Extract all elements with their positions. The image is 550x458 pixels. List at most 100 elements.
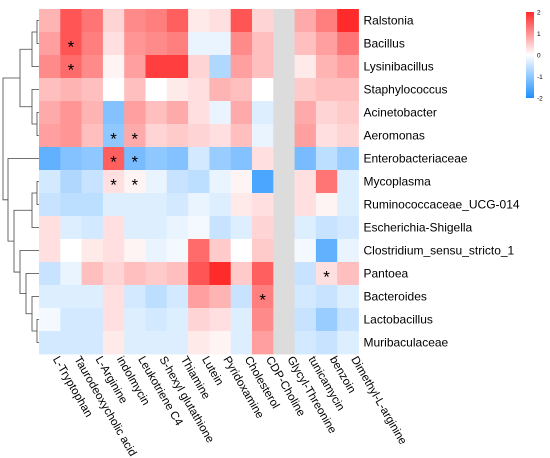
heatmap-cell (102, 285, 125, 309)
heatmap-cell (315, 55, 338, 79)
heatmap-cell (60, 32, 82, 56)
heatmap-cell (188, 32, 210, 56)
heatmap-cell (124, 193, 146, 217)
heatmap-cell (294, 308, 317, 332)
heatmap-cell (188, 239, 210, 263)
heatmap-cell (60, 170, 82, 194)
heatmap-cell (252, 78, 274, 102)
heatmap-cell (337, 78, 359, 102)
heatmap-cell (315, 285, 338, 309)
heatmap-cell (230, 216, 253, 240)
heatmap-cell (294, 285, 317, 309)
heatmap-cell (81, 193, 104, 217)
heatmap-cell (294, 9, 317, 33)
heatmap-cell (124, 101, 146, 125)
row-label: Ruminococcaceae_UCG-014 (364, 198, 520, 212)
heatmap-cell (188, 78, 210, 102)
heatmap-cell (294, 101, 317, 125)
dendrogram-branch (31, 192, 39, 228)
heatmap-cell (273, 285, 295, 309)
heatmap-cell (145, 147, 168, 171)
heatmap-cell (273, 216, 295, 240)
heatmap-cell (337, 262, 359, 286)
heatmap-cell (209, 9, 232, 33)
heatmap-cell (230, 32, 253, 56)
heatmap-cell (188, 147, 210, 171)
heatmap-cell (337, 147, 359, 171)
heatmap-cell (60, 308, 82, 332)
heatmap-cell (252, 193, 274, 217)
heatmap-cell (273, 124, 295, 148)
significance-markers: * * * * * * * * * * (68, 38, 331, 310)
heatmap-cell (145, 239, 168, 263)
heatmap-cell (81, 147, 104, 171)
row-label: Staphylococcus (364, 83, 448, 97)
heatmap-cell (252, 101, 274, 125)
heatmap-cell (252, 285, 274, 309)
color-scale-tick: 0 (537, 53, 541, 60)
row-label: Enterobacteriaceae (364, 152, 468, 166)
heatmap-cell (252, 331, 274, 355)
heatmap-cell (188, 331, 210, 355)
heatmap-cell (124, 216, 146, 240)
heatmap-cell (124, 170, 146, 194)
heatmap-cell (166, 78, 189, 102)
heatmap-cell (230, 78, 253, 102)
row-label: Escherichia-Shigella (364, 221, 473, 235)
heatmap-cell (166, 285, 189, 309)
heatmap-cell (337, 239, 359, 263)
dendrogram-branch (31, 89, 39, 125)
heatmap-cell (315, 32, 338, 56)
heatmap-cell (209, 216, 232, 240)
heatmap-cell (273, 193, 295, 217)
heatmap-cell (166, 55, 189, 79)
heatmap-cell (81, 124, 104, 148)
heatmap-cell (252, 308, 274, 332)
significance-star: * (323, 268, 330, 287)
heatmap-cell (145, 331, 168, 355)
heatmap-cell (209, 147, 232, 171)
heatmap-cell (188, 262, 210, 286)
heatmap-cell (209, 239, 232, 263)
heatmap-cell (39, 55, 61, 79)
heatmap-cell (294, 170, 317, 194)
heatmap-cell (102, 32, 125, 56)
row-labels: Ralstonia Bacillus Lysinibacillus Staphyloc… (364, 14, 520, 350)
heatmap-cell (252, 262, 274, 286)
heatmap-cell (188, 216, 210, 240)
heatmap-cell (145, 308, 168, 332)
heatmap-cell (209, 124, 232, 148)
heatmap-cell (166, 101, 189, 125)
significance-star: * (132, 153, 139, 172)
heatmap-cell (81, 216, 104, 240)
heatmap-cell (124, 262, 146, 286)
heatmap-cell (188, 9, 210, 33)
heatmap-cell (145, 124, 168, 148)
heatmap-cell (60, 193, 82, 217)
row-dendrogram (2, 20, 39, 343)
heatmap-cell (60, 285, 82, 309)
heatmap-cell (315, 78, 338, 102)
heatmap-cell (39, 262, 61, 286)
heatmap-cell (315, 193, 338, 217)
heatmap-cell (102, 170, 125, 194)
heatmap-cell (81, 262, 104, 286)
heatmap-cell (124, 78, 146, 102)
heatmap-cell (315, 331, 338, 355)
heatmap-cell (337, 170, 359, 194)
heatmap-cell (273, 101, 295, 125)
significance-star: * (68, 61, 75, 80)
heatmap-cell (337, 216, 359, 240)
heatmap-cell (102, 9, 125, 33)
heatmap-cell (315, 262, 338, 286)
heatmap-cell (39, 331, 61, 355)
heatmap-cell (102, 101, 125, 125)
dendrogram-branch (31, 296, 39, 332)
heatmap-cell (166, 170, 189, 194)
heatmap-cell (315, 170, 338, 194)
heatmap-cell (102, 78, 125, 102)
heatmap-cell (124, 124, 146, 148)
dendrogram-branch (36, 112, 39, 136)
heatmap-cell (102, 239, 125, 263)
heatmap-cell (81, 331, 104, 355)
